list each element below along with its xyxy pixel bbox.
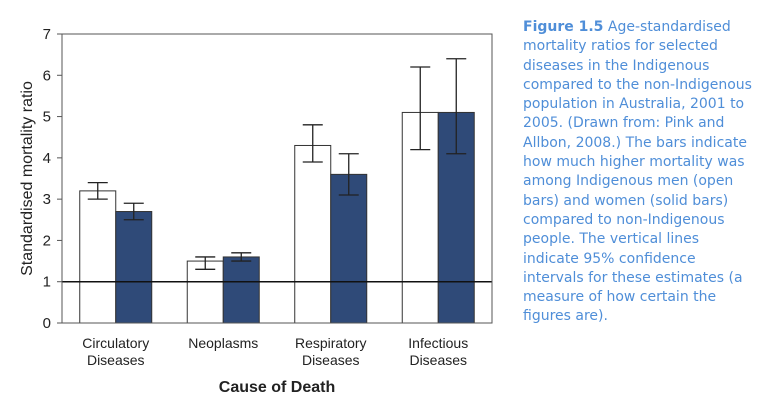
x-category-label: Infectious (408, 335, 468, 351)
x-category-label: Circulatory (82, 335, 149, 351)
x-category-label: Respiratory (295, 335, 367, 351)
bar (294, 144, 332, 324)
x-category-label-line2: Diseases (409, 352, 467, 368)
y-tick-label: 3 (43, 191, 51, 208)
bar (79, 190, 117, 324)
y-tick-label: 4 (43, 150, 51, 167)
x-category-label-line2: Diseases (87, 352, 145, 368)
figure-caption: Figure 1.5 Age-standardised mortality ra… (523, 18, 755, 327)
y-tick-label: 2 (43, 232, 51, 249)
x-category-label: Neoplasms (188, 335, 258, 351)
y-tick-label: 7 (43, 26, 51, 43)
y-axis-title: Standardised mortality ratio (19, 81, 36, 276)
y-tick-label: 5 (43, 109, 51, 126)
x-axis-title: Cause of Death (219, 379, 335, 396)
bar (115, 211, 153, 324)
figure-caption-text: Age-standardised mortality ratios for se… (523, 19, 752, 325)
y-tick-label: 6 (43, 67, 51, 84)
x-category-label-line2: Diseases (302, 352, 360, 368)
bar (330, 173, 368, 324)
y-tick-label: 0 (43, 315, 51, 332)
bar (186, 260, 224, 324)
plot-frame (61, 33, 493, 324)
y-tick-label: 1 (43, 274, 51, 291)
y-axis-ticks: 0 1 2 3 4 5 6 7 (43, 26, 62, 332)
bars-layer (79, 58, 475, 324)
figure-label: Figure 1.5 (523, 19, 604, 35)
bar (222, 256, 260, 324)
